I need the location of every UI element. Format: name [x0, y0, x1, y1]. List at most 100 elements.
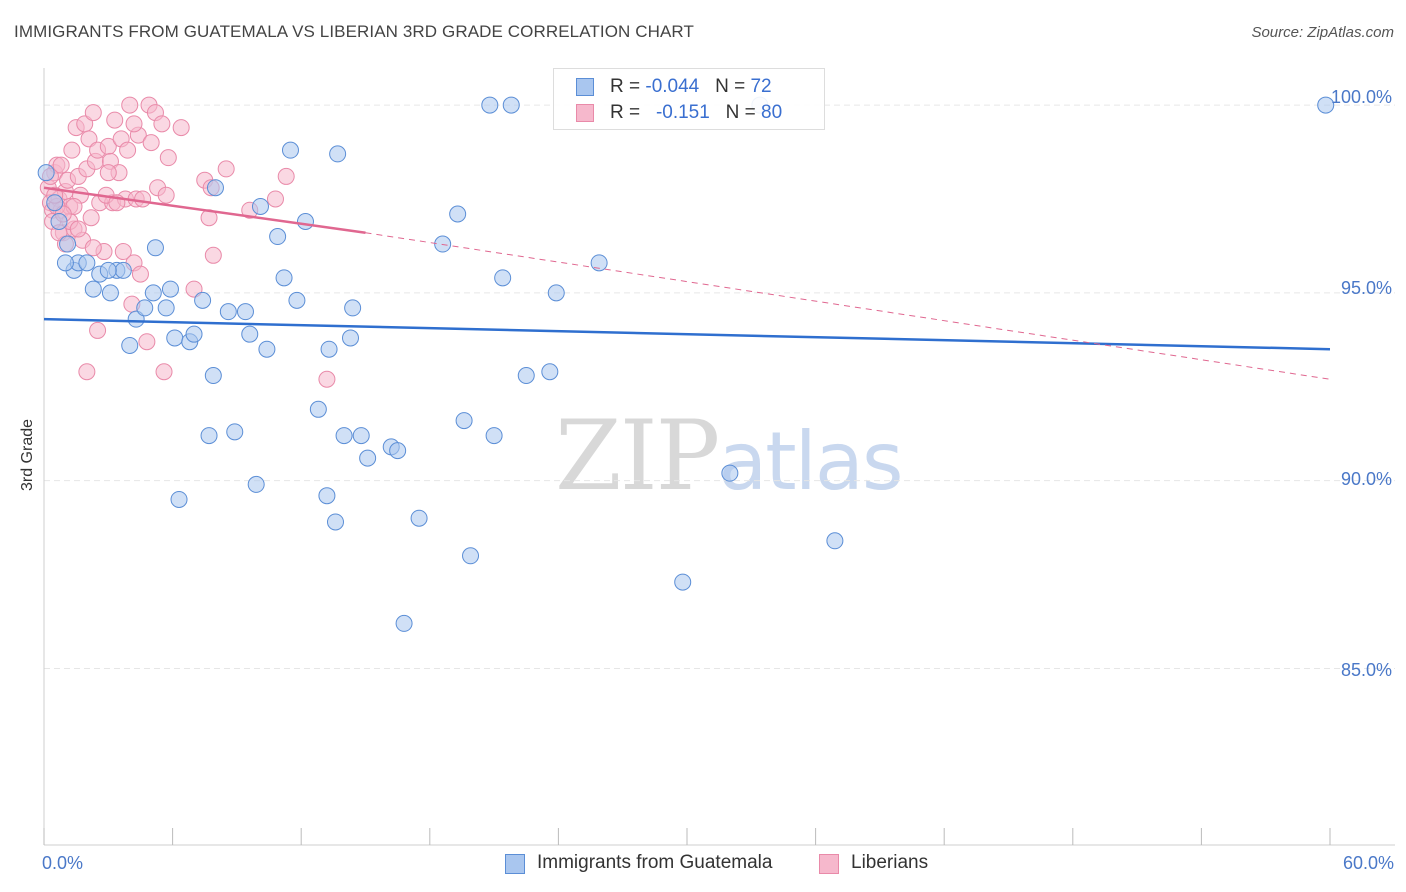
- legend-n-value: 72: [750, 76, 772, 97]
- guatemala-point: [395, 614, 413, 632]
- source-label: Source: ZipAtlas.com: [1251, 24, 1394, 41]
- axes: [43, 68, 1395, 846]
- y-tick-label: 95.0%: [1340, 278, 1392, 298]
- guatemala-point: [1317, 96, 1335, 114]
- liberians-point: [99, 164, 117, 182]
- liberians-point: [84, 104, 102, 122]
- liberians-point: [119, 141, 137, 159]
- legend-r-value: -0.044: [645, 76, 700, 97]
- correlation-legend: R = -0.044 N = 72 R = -0.151 N = 80: [553, 68, 825, 130]
- liberians-trend-extension: [365, 232, 1331, 380]
- guatemala-point: [352, 427, 370, 445]
- liberians-point: [142, 134, 160, 152]
- liberians-point: [204, 246, 222, 264]
- guatemala-point: [258, 340, 276, 358]
- guatemala-trend-line: [43, 317, 1331, 351]
- guatemala-point: [335, 427, 353, 445]
- guatemala-point: [296, 213, 314, 231]
- guatemala-point: [410, 509, 428, 527]
- guatemala-point: [502, 96, 520, 114]
- guatemala-point: [494, 269, 512, 287]
- liberians-point: [106, 111, 124, 129]
- guatemala-point: [455, 412, 473, 430]
- guatemala-point: [166, 329, 184, 347]
- liberians-point: [266, 190, 284, 208]
- legend-r-label: R =: [610, 102, 646, 123]
- guatemala-point: [481, 96, 499, 114]
- guatemala-point: [136, 299, 154, 317]
- liberians-point: [69, 220, 87, 238]
- guatemala-point: [185, 325, 203, 343]
- guatemala-point: [200, 427, 218, 445]
- x-tick-label-min: 0.0%: [42, 853, 84, 873]
- guatemala-point: [547, 284, 565, 302]
- guatemala-point: [144, 284, 162, 302]
- guatemala-point: [127, 310, 145, 328]
- guatemala-point: [194, 291, 212, 309]
- liberians-point: [155, 363, 173, 381]
- liberians-point: [217, 160, 235, 178]
- liberians-trend-line: [43, 186, 366, 235]
- guatemala-point: [206, 179, 224, 197]
- guatemala-point: [50, 213, 68, 231]
- guatemala-point: [99, 261, 117, 279]
- legend-r-label: R =: [610, 76, 646, 97]
- guatemala-point: [247, 475, 265, 493]
- liberians-point: [318, 370, 336, 388]
- guatemala-point: [204, 367, 222, 385]
- guatemala-point: [318, 487, 336, 505]
- guatemala-point: [157, 299, 175, 317]
- liberians-point: [172, 119, 190, 137]
- guatemala-point: [721, 464, 739, 482]
- guatemala-point: [269, 228, 287, 246]
- guatemala-point: [329, 145, 347, 163]
- y-axis-label: 3rd Grade: [19, 418, 36, 492]
- guatemala-point: [161, 280, 179, 298]
- gridlines: [44, 104, 1395, 669]
- guatemala-point: [46, 194, 64, 212]
- legend-swatch-pink: [576, 104, 594, 122]
- guatemala-point: [344, 299, 362, 317]
- liberians-point: [63, 141, 81, 159]
- guatemala-point: [517, 367, 535, 385]
- liberians-point: [82, 209, 100, 227]
- liberians-point: [52, 156, 70, 174]
- watermark-atlas: atlas: [718, 415, 903, 508]
- liberians-point: [134, 190, 152, 208]
- guatemala-point: [674, 573, 692, 591]
- guatemala-point: [37, 164, 55, 182]
- guatemala-point: [341, 329, 359, 347]
- chart-title: IMMIGRANTS FROM GUATEMALA VS LIBERIAN 3R…: [14, 22, 694, 41]
- guatemala-point: [389, 442, 407, 460]
- guatemala-point: [485, 427, 503, 445]
- y-tick-label: 85.0%: [1340, 660, 1392, 680]
- guatemala-point: [114, 261, 132, 279]
- liberians-point: [84, 239, 102, 257]
- bottom-legend-label: Liberians: [851, 852, 929, 873]
- guatemala-points: [37, 96, 1335, 632]
- legend-n-label: N =: [715, 76, 751, 97]
- guatemala-point: [84, 280, 102, 298]
- bottom-legend-swatch-blue: [505, 854, 525, 874]
- guatemala-point: [78, 254, 96, 272]
- guatemala-point: [236, 303, 254, 321]
- watermark-zip: ZIP: [555, 400, 720, 512]
- guatemala-point: [462, 547, 480, 565]
- guatemala-point: [288, 291, 306, 309]
- liberians-point: [277, 167, 295, 185]
- guatemala-point: [146, 239, 164, 257]
- guatemala-point: [219, 303, 237, 321]
- guatemala-point: [121, 336, 139, 354]
- guatemala-point: [170, 490, 188, 508]
- liberians-point: [78, 363, 96, 381]
- liberians-point: [153, 115, 171, 133]
- liberians-point: [125, 115, 143, 133]
- trend-lines: [43, 186, 1331, 380]
- liberians-point: [80, 130, 98, 148]
- y-tick-label: 100.0%: [1330, 87, 1392, 107]
- liberians-point: [159, 149, 177, 167]
- guatemala-point: [251, 197, 269, 215]
- guatemala-point: [241, 325, 259, 343]
- liberians-point: [121, 96, 139, 114]
